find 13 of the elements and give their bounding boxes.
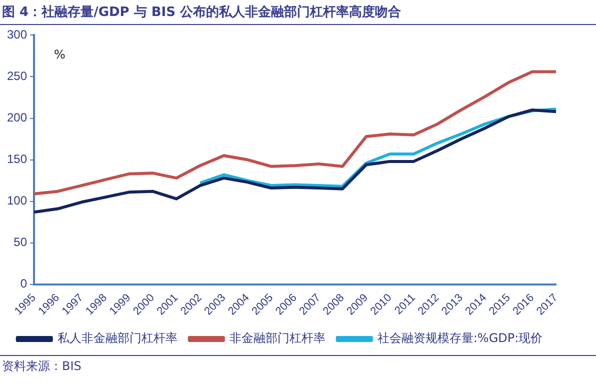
y-tick-label: 300: [6, 28, 28, 42]
legend-label: 私人非金融部门杠杆率: [57, 331, 178, 346]
y-axis-title: %: [54, 47, 66, 62]
y-tick-label: 150: [6, 152, 28, 166]
y-tick-label: 100: [6, 194, 28, 208]
chart-title: 图 4：社融存量/GDP 与 BIS 公布的私人非金融部门杠杆率高度吻合: [0, 0, 596, 25]
y-tick-label: 200: [6, 110, 28, 125]
legend-label: 非金融部门杠杆率: [229, 331, 326, 346]
y-tick-label: 50: [14, 235, 28, 250]
legend-label: 社会融资规模存量:%GDP:现价: [377, 331, 543, 346]
y-tick-label: 0: [20, 276, 28, 291]
text: 资料来源：BIS: [0, 355, 596, 377]
y-tick-label: 250: [6, 69, 28, 84]
